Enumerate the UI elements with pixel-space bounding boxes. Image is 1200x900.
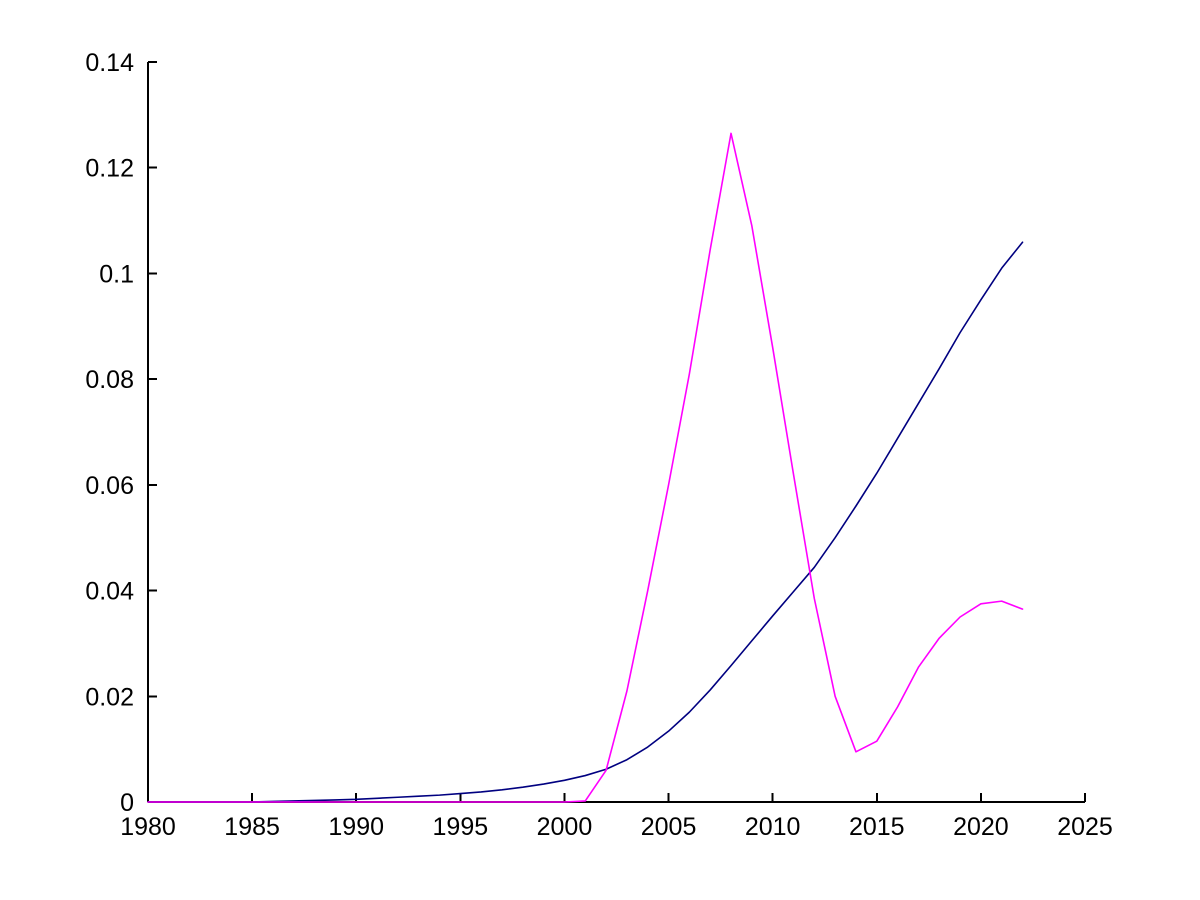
data-series-group	[147, 132, 1024, 803]
x-tick-label: 1985	[224, 813, 280, 841]
x-tick-label: 2020	[953, 813, 1009, 841]
x-tick-label: 2025	[1057, 813, 1113, 841]
x-tick-label: 2015	[849, 813, 905, 841]
y-tick-label: 0.14	[85, 49, 134, 77]
y-tick-label: 0	[120, 789, 134, 817]
y-tick-label: 0.08	[85, 366, 134, 394]
series-line-series-navy	[147, 241, 1024, 803]
x-tick-label: 2005	[641, 813, 697, 841]
x-tick-label: 1980	[120, 813, 176, 841]
x-axis-ticks: 1980 1985 1990 1995 2000 2005 2010 2015 2020 2025	[120, 793, 1113, 841]
y-tick-label: 0.02	[85, 683, 134, 711]
x-tick-label: 2010	[745, 813, 801, 841]
y-axis-ticks: 0 0.02 0.04 0.06 0.08 0.1 0.12 0.14	[85, 49, 157, 817]
y-tick-label: 0.1	[99, 260, 134, 288]
y-tick-label: 0.06	[85, 472, 134, 500]
x-tick-label: 1990	[328, 813, 384, 841]
x-tick-label: 1995	[433, 813, 489, 841]
x-tick-label: 2000	[537, 813, 593, 841]
series-line-series-magenta	[147, 132, 1024, 803]
y-tick-label: 0.04	[85, 578, 134, 606]
y-tick-label: 0.12	[85, 155, 134, 183]
